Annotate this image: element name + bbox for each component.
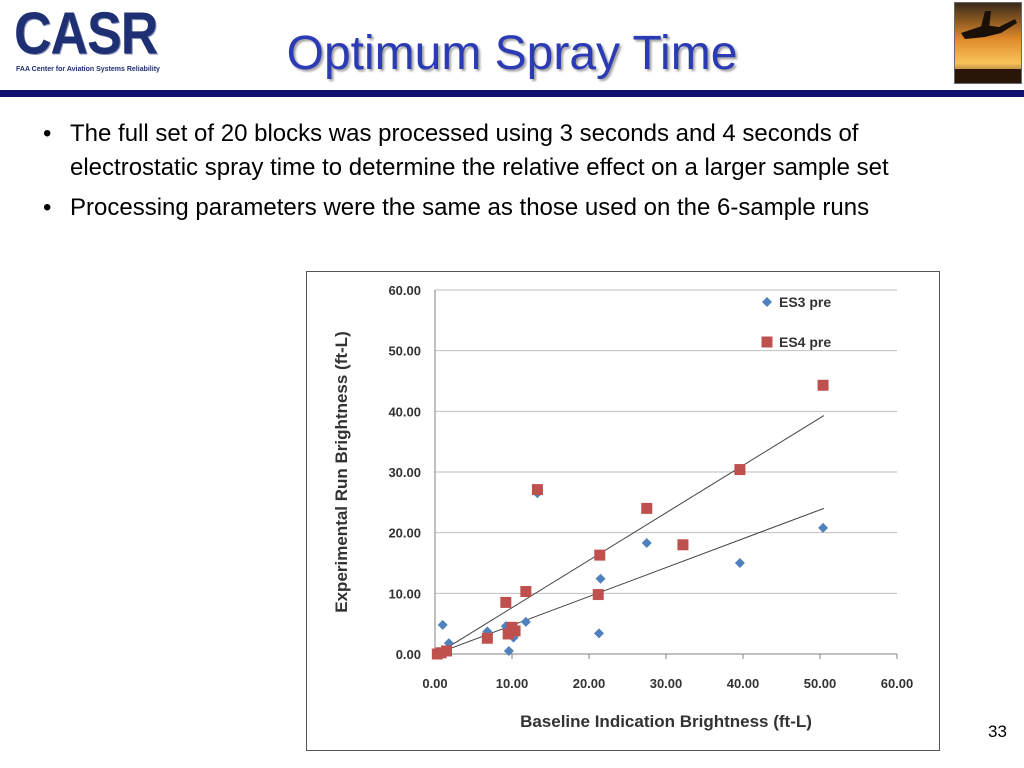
es3-point bbox=[734, 558, 745, 568]
es4-point bbox=[441, 645, 453, 657]
es3-point bbox=[520, 616, 531, 627]
logo-wordmark: CASR bbox=[14, 0, 158, 68]
es3-point bbox=[641, 537, 652, 548]
es4-point bbox=[817, 379, 829, 391]
page-number: 33 bbox=[988, 722, 1007, 741]
y-tick-label: 10.00 bbox=[388, 586, 421, 601]
legend-label-es3: ES3 pre bbox=[779, 294, 831, 310]
logo-subtitle: FAA Center for Aviation Systems Reliabil… bbox=[16, 66, 160, 73]
es4-point bbox=[520, 586, 532, 598]
x-tick-label: 0.00 bbox=[422, 676, 447, 691]
y-tick-label: 40.00 bbox=[388, 404, 421, 419]
slide-title: Optimum Spray Time bbox=[286, 27, 738, 80]
legend-marker-es4 bbox=[761, 336, 773, 348]
es3-point bbox=[594, 628, 605, 639]
es3-point bbox=[595, 573, 606, 584]
es4-point bbox=[592, 589, 604, 601]
es4-point bbox=[509, 625, 521, 637]
es4-point bbox=[641, 502, 653, 514]
x-tick-label: 30.00 bbox=[650, 676, 683, 691]
x-tick-label: 20.00 bbox=[573, 676, 606, 691]
es4-point bbox=[481, 632, 493, 644]
x-tick-label: 40.00 bbox=[727, 676, 760, 691]
bullet-item: • Processing parameters were the same as … bbox=[40, 191, 920, 225]
es3-point bbox=[818, 522, 829, 533]
scatter-chart: 0.00 10.00 20.00 30.00 40.00 50.00 60.00 0.00 10… bbox=[306, 271, 940, 751]
es4-point bbox=[734, 464, 746, 476]
bullet-item: • The full set of 20 blocks was processed… bbox=[40, 117, 920, 185]
bullet-dot: • bbox=[43, 194, 52, 221]
x-tick-label: 60.00 bbox=[881, 676, 914, 691]
trendline-es3-pre bbox=[438, 507, 825, 654]
y-tick-label: 60.00 bbox=[388, 283, 421, 298]
y-tick-label: 20.00 bbox=[388, 526, 421, 541]
es4-point bbox=[531, 484, 543, 496]
bullet-text: The full set of 20 blocks was processed … bbox=[70, 120, 889, 181]
es4-point bbox=[677, 539, 689, 551]
legend-marker-es3 bbox=[762, 297, 772, 307]
x-axis-title: Baseline Indication Brightness (ft-L) bbox=[520, 712, 812, 731]
trendline-es4-pre bbox=[438, 415, 825, 654]
es4-point bbox=[594, 549, 606, 561]
es4-point bbox=[500, 596, 512, 608]
y-tick-label: 50.00 bbox=[388, 344, 421, 359]
aircraft-photo bbox=[954, 2, 1022, 84]
x-tick-label: 50.00 bbox=[804, 676, 837, 691]
bullet-dot: • bbox=[43, 120, 52, 147]
bullet-list: • The full set of 20 blocks was processed… bbox=[40, 117, 920, 231]
legend-label-es4: ES4 pre bbox=[779, 334, 831, 350]
y-tick-label: 30.00 bbox=[388, 465, 421, 480]
title-rule bbox=[0, 90, 1024, 97]
es3-point bbox=[503, 645, 514, 656]
casr-logo: CASR FAA Center for Aviation Systems Rel… bbox=[14, 4, 160, 76]
sunset-aircraft-image bbox=[955, 3, 1021, 83]
y-tick-label: 0.00 bbox=[396, 647, 421, 662]
x-tick-label: 10.00 bbox=[496, 676, 529, 691]
y-axis-title: Experimental Run Brightness (ft-L) bbox=[332, 331, 351, 612]
es4-point bbox=[502, 628, 514, 640]
bullet-text: Processing parameters were the same as t… bbox=[70, 194, 870, 221]
chart-svg: 0.00 10.00 20.00 30.00 40.00 50.00 60.00 0.00 10… bbox=[332, 283, 914, 731]
es3-point bbox=[437, 619, 448, 630]
